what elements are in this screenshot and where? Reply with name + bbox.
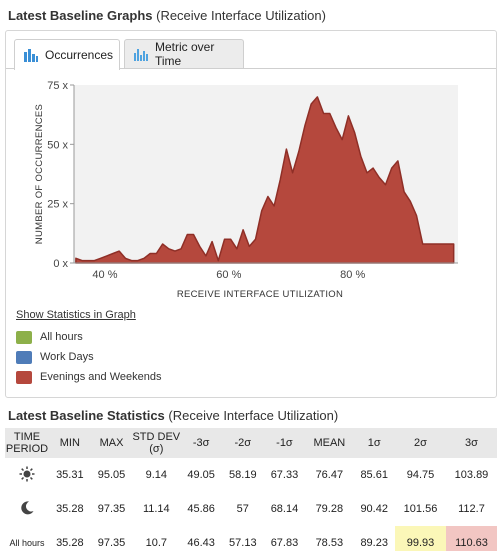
cell-min: 35.31 bbox=[56, 469, 84, 481]
tab-occurrences-label: Occurrences bbox=[45, 48, 114, 62]
cell-mean: 76.47 bbox=[315, 469, 344, 481]
tab-metric-over-time[interactable]: Metric over Time bbox=[124, 39, 244, 68]
area-series-0 bbox=[75, 96, 455, 264]
cell-2-sigma: 101.56 bbox=[403, 503, 438, 515]
y-tick-label: 75 x bbox=[47, 80, 68, 92]
y-tick-label: 50 x bbox=[47, 139, 68, 151]
x-tick-label: 60 % bbox=[216, 269, 241, 281]
header-minus-2-sigma: -2σ bbox=[221, 428, 264, 458]
cell-std-dev: 10.7 bbox=[145, 537, 168, 549]
x-tick-label: 40 % bbox=[92, 269, 117, 281]
cell-max: 97.35 bbox=[97, 537, 126, 549]
chart-legend: Show Statistics in Graph All hours Work … bbox=[16, 309, 162, 387]
cell-3-sigma: 112.7 bbox=[458, 503, 485, 515]
cell-2-sigma: 94.75 bbox=[406, 469, 435, 481]
cell-mean: 79.28 bbox=[315, 503, 344, 515]
header-min: MIN bbox=[49, 428, 91, 458]
metric-chart-icon bbox=[133, 47, 149, 61]
graphs-panel: Occurrences Metric over Time 0 x 25 x 50 x… bbox=[5, 30, 497, 398]
cell-mean: 78.53 bbox=[315, 537, 344, 549]
bar-chart-icon bbox=[23, 48, 39, 62]
legend-label: All hours bbox=[40, 331, 83, 343]
sun-icon bbox=[5, 458, 49, 492]
header-max: MAX bbox=[90, 428, 133, 458]
legend-swatch bbox=[16, 370, 32, 384]
header-2-sigma: 2σ bbox=[395, 428, 446, 458]
cell-2-sigma: 99.93 bbox=[395, 526, 446, 551]
graphs-section-title: Latest Baseline Graphs (Receive Interfac… bbox=[8, 8, 326, 23]
moon-icon bbox=[5, 492, 49, 526]
graph-tabs: Occurrences Metric over Time bbox=[6, 31, 496, 70]
cell-minus-1-sigma: 68.14 bbox=[270, 503, 299, 515]
table-row: 35.28 97.35 11.14 45.86 57 68.14 79.28 9… bbox=[5, 492, 497, 526]
cell-min: 35.28 bbox=[56, 503, 84, 515]
occurrences-chart: 0 x 25 x 50 x 75 x 40 % 60 % 80 % RECEIVE INTER… bbox=[6, 71, 496, 311]
header-time-period: TIME PERIOD bbox=[5, 428, 49, 458]
y-axis-title: NUMBER OF OCCURRENCES bbox=[34, 104, 45, 244]
legend-swatch bbox=[16, 350, 32, 364]
cell-minus-2-sigma: 57 bbox=[236, 503, 249, 515]
header-mean: MEAN bbox=[305, 428, 354, 458]
cell-minus-3-sigma: 45.86 bbox=[187, 503, 215, 515]
x-axis-title: RECEIVE INTERFACE UTILIZATION bbox=[177, 289, 343, 300]
tab-occurrences[interactable]: Occurrences bbox=[14, 39, 120, 70]
cell-minus-1-sigma: 67.33 bbox=[270, 469, 299, 481]
occurrences-chart-svg: 0 x 25 x 50 x 75 x 40 % 60 % 80 % RECEIVE INTER… bbox=[34, 80, 458, 300]
cell-max: 97.35 bbox=[97, 503, 126, 515]
header-1-sigma: 1σ bbox=[353, 428, 396, 458]
cell-3-sigma: 110.63 bbox=[445, 526, 497, 551]
show-statistics-link[interactable]: Show Statistics in Graph bbox=[16, 309, 136, 321]
legend-item-work-days[interactable]: Work Days bbox=[16, 347, 162, 367]
header-3-sigma: 3σ bbox=[445, 428, 497, 458]
x-tick-label: 80 % bbox=[340, 269, 365, 281]
cell-minus-3-sigma: 46.43 bbox=[187, 537, 215, 549]
cell-minus-3-sigma: 49.05 bbox=[187, 469, 215, 481]
legend-label: Work Days bbox=[40, 351, 94, 363]
legend-item-all-hours[interactable]: All hours bbox=[16, 327, 162, 347]
legend-label: Evenings and Weekends bbox=[40, 371, 162, 383]
cell-1-sigma: 85.61 bbox=[360, 469, 388, 481]
header-std-dev: STD DEV (σ) bbox=[132, 428, 181, 458]
cell-1-sigma: 89.23 bbox=[360, 537, 388, 549]
stats-section-title: Latest Baseline Statistics (Receive Inte… bbox=[8, 408, 339, 423]
header-minus-1-sigma: -1σ bbox=[263, 428, 306, 458]
cell-std-dev: 9.14 bbox=[145, 469, 168, 481]
cell-minus-2-sigma: 57.13 bbox=[229, 537, 257, 549]
cell-1-sigma: 90.42 bbox=[360, 503, 388, 515]
cell-3-sigma: 103.89 bbox=[454, 469, 489, 481]
legend-item-evenings-weekends[interactable]: Evenings and Weekends bbox=[16, 367, 162, 387]
legend-swatch bbox=[16, 330, 32, 344]
cell-minus-2-sigma: 58.19 bbox=[229, 469, 257, 481]
y-tick-label: 25 x bbox=[47, 199, 68, 211]
cell-max: 95.05 bbox=[97, 469, 126, 481]
stats-table: TIME PERIOD MIN MAX STD DEV (σ) -3σ -2σ … bbox=[5, 428, 497, 551]
cell-time-period: All hours bbox=[9, 538, 45, 548]
table-row: 35.31 95.05 9.14 49.05 58.19 67.33 76.47… bbox=[5, 458, 497, 492]
y-tick-label: 0 x bbox=[53, 258, 68, 270]
cell-minus-1-sigma: 67.83 bbox=[270, 537, 299, 549]
tab-metric-over-time-label: Metric over Time bbox=[155, 40, 215, 68]
header-minus-3-sigma: -3σ bbox=[180, 428, 222, 458]
table-row: All hours 35.28 97.35 10.7 46.43 57.13 6… bbox=[5, 526, 497, 551]
cell-min: 35.28 bbox=[56, 537, 84, 549]
cell-std-dev: 11.14 bbox=[142, 503, 170, 515]
stats-header-row: TIME PERIOD MIN MAX STD DEV (σ) -3σ -2σ … bbox=[5, 428, 497, 458]
